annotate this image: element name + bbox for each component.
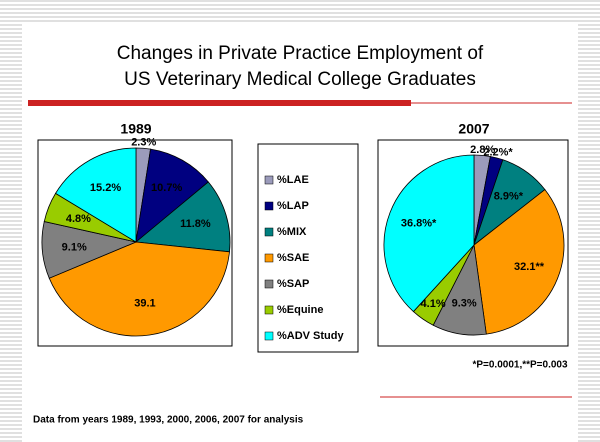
legend-label: %LAE xyxy=(277,174,309,186)
significance-note: *P=0.0001,**P=0.003 xyxy=(472,360,568,371)
legend-label: %SAE xyxy=(277,252,309,264)
legend-frame xyxy=(257,143,359,353)
data-label: 10.7% xyxy=(151,182,182,194)
pie-slice xyxy=(473,189,565,335)
data-label: 36.8%* xyxy=(401,217,437,229)
data-label: 39.1 xyxy=(134,297,155,309)
footnote: Data from years 1989, 1993, 2000, 2006, … xyxy=(33,415,304,426)
legend-label: %Equine xyxy=(277,304,323,316)
data-label: 32.1** xyxy=(514,261,545,273)
legend-swatch xyxy=(264,331,274,341)
data-label: 2.2%* xyxy=(483,147,513,159)
legend-swatch xyxy=(264,279,274,289)
legend-label: %LAP xyxy=(277,200,309,212)
slide-title: US Veterinary Medical College Graduates xyxy=(124,69,476,90)
pie-slice xyxy=(135,148,209,243)
chart-title: 1989 xyxy=(120,121,151,137)
title-bar xyxy=(28,100,411,106)
pie-slice xyxy=(55,147,137,243)
legend-label: %MIX xyxy=(277,226,307,238)
legend-label: %SAP xyxy=(277,278,309,290)
legend-label: %ADV Study xyxy=(277,330,345,342)
slide-title: Changes in Private Practice Employment o… xyxy=(117,43,484,64)
chart-title: 2007 xyxy=(458,121,489,137)
pie-slice xyxy=(135,181,231,253)
data-label: 2.8% xyxy=(470,144,495,156)
legend-swatch xyxy=(264,227,274,237)
data-label: 15.2% xyxy=(90,182,121,194)
legend-swatch xyxy=(264,305,274,315)
data-label: 9.3% xyxy=(452,297,477,309)
data-label: 4.1% xyxy=(421,298,446,310)
legend-swatch xyxy=(264,201,274,211)
pie-slice xyxy=(383,154,475,313)
data-label: 4.8% xyxy=(66,213,91,225)
data-label: 9.1% xyxy=(62,241,87,253)
legend-swatch xyxy=(264,253,274,263)
pie-slice xyxy=(48,241,230,337)
data-label: 11.8% xyxy=(180,218,211,230)
legend-swatch xyxy=(264,175,274,185)
data-label: 2.3% xyxy=(131,137,156,149)
data-label: 8.9%* xyxy=(494,190,524,202)
